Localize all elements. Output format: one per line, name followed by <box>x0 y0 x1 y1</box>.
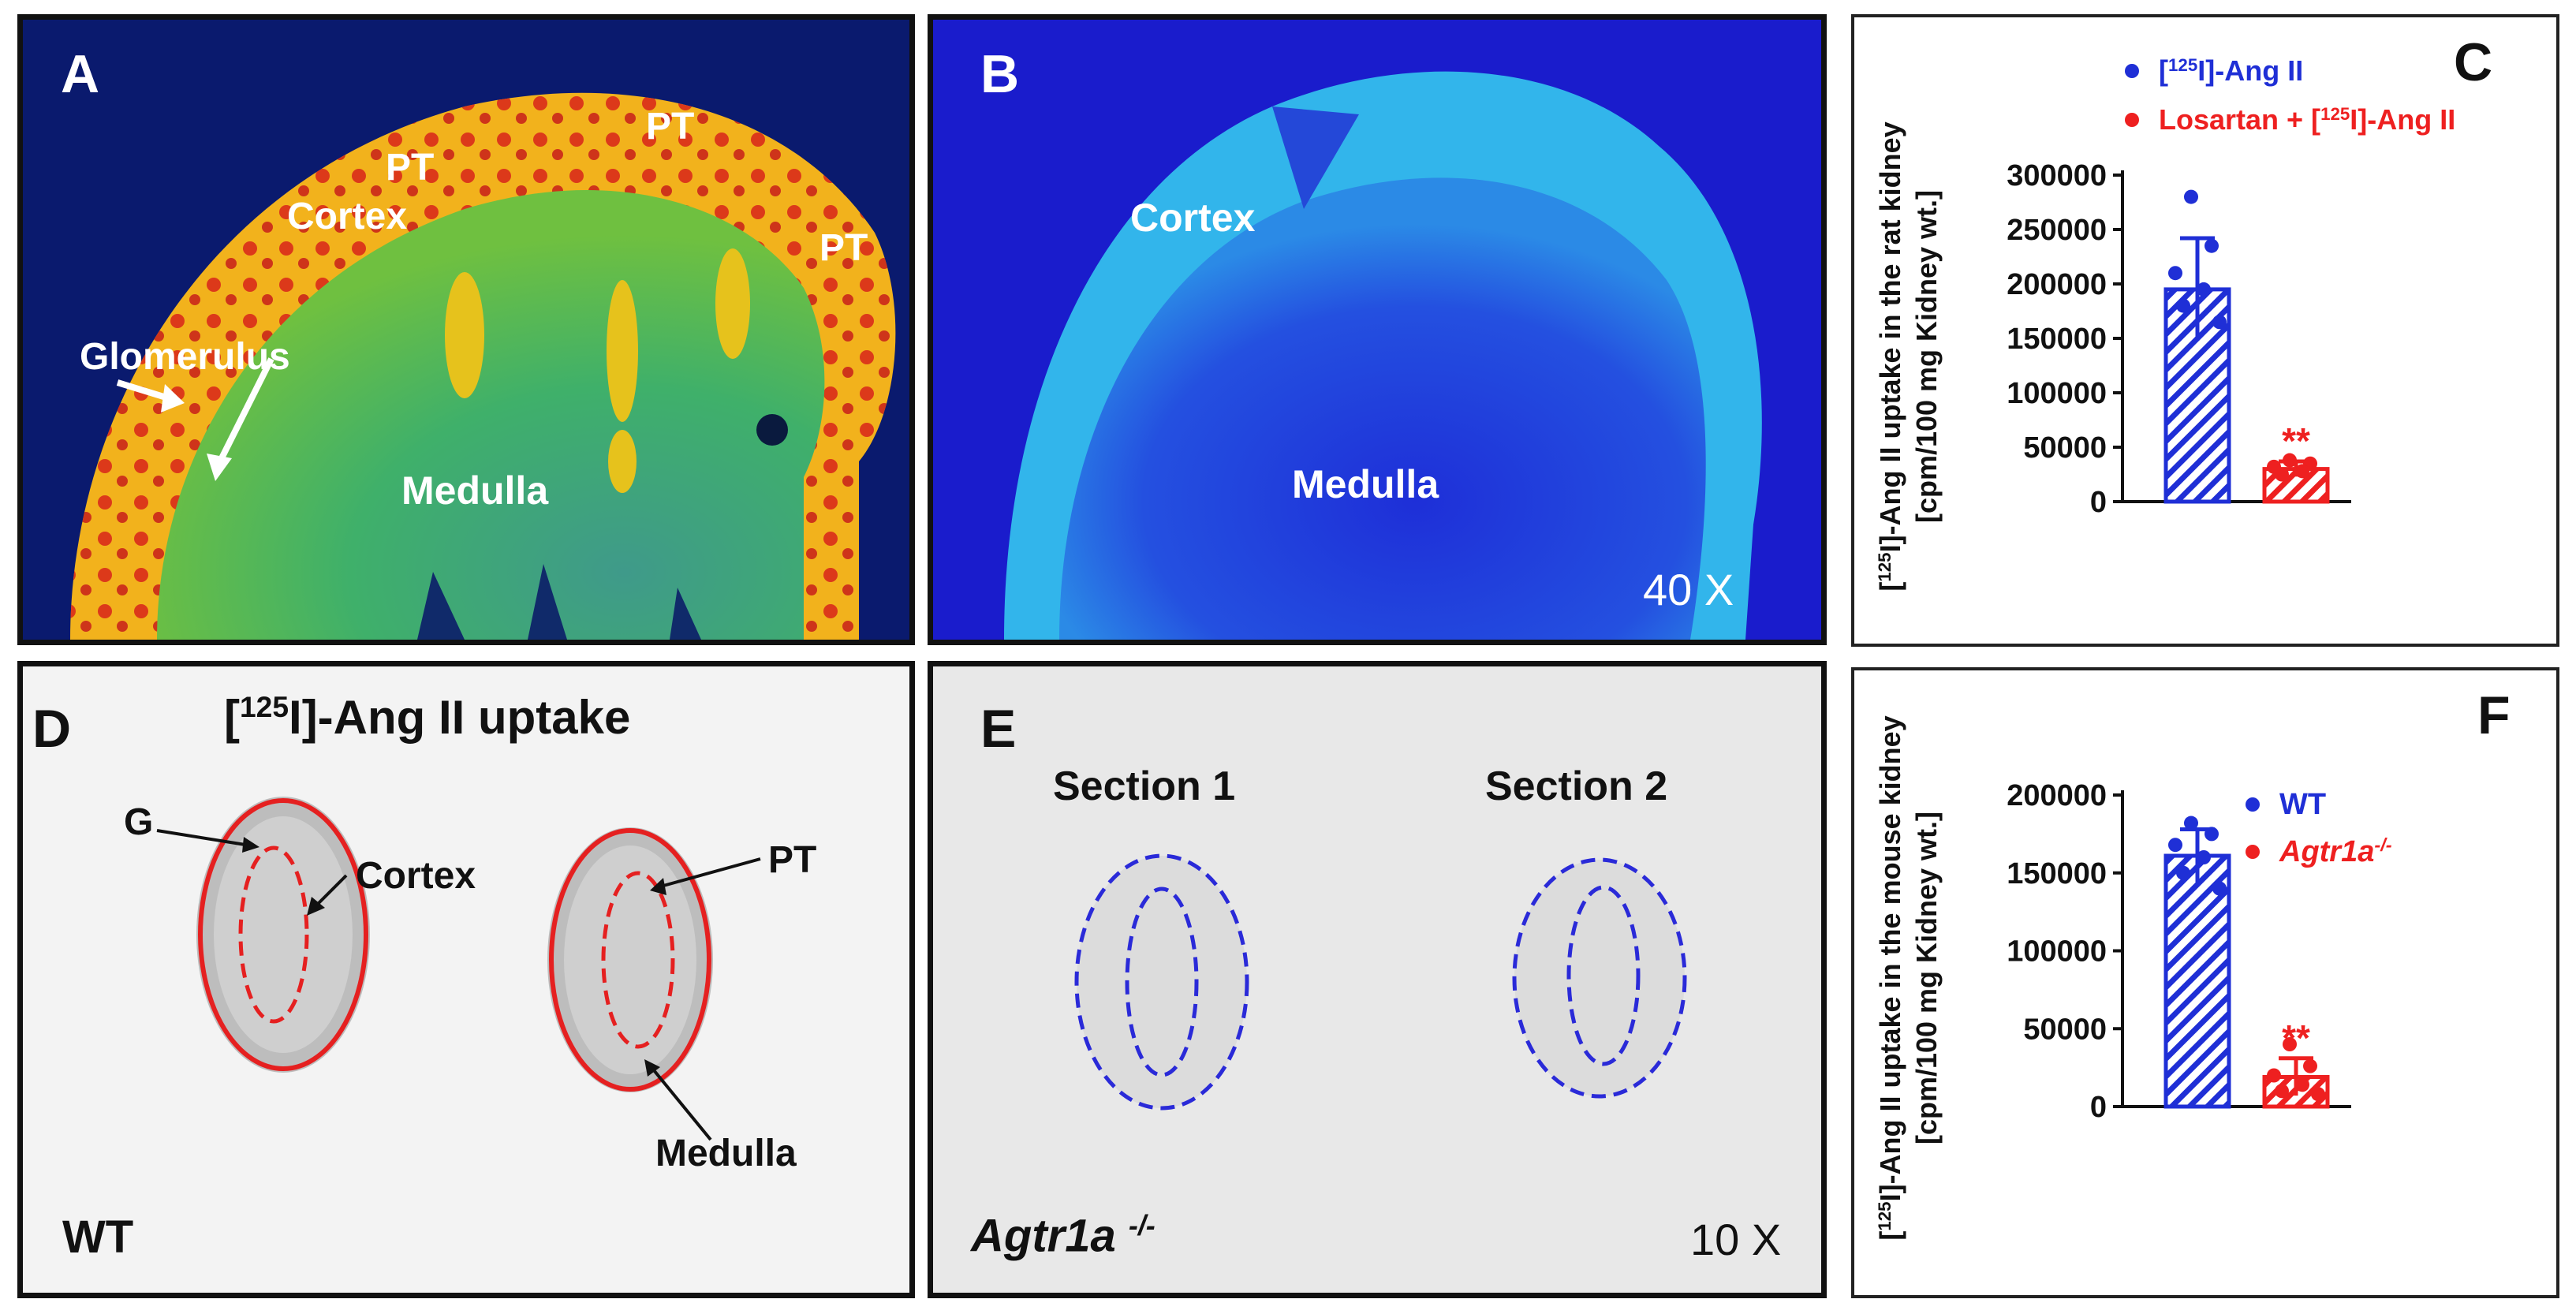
chart-c-ytick-label: 0 <box>2090 486 2107 519</box>
chart-f-ytick-label: 200000 <box>2007 779 2107 812</box>
chart-f-datapoint <box>2295 1077 2309 1092</box>
label-cortex-b: Cortex <box>1130 196 1256 240</box>
chart-f-significance: ** <box>2282 1017 2310 1058</box>
chart-c-datapoint <box>2283 453 2297 468</box>
chart-f-datapoint <box>2212 881 2227 896</box>
label-magnification-e: 10 X <box>1690 1215 1782 1264</box>
chart-c-significance: ** <box>2282 420 2310 461</box>
label-pt-d: PT <box>768 839 817 881</box>
chart-c-legend-marker <box>2125 113 2139 127</box>
chart-f-legend-marker <box>2246 797 2260 812</box>
chart-f-datapoint <box>2168 838 2182 853</box>
chart-c-datapoint <box>2168 266 2182 281</box>
chart-f-ytick-label: 0 <box>2090 1091 2107 1124</box>
chart-f-datapoint <box>2205 827 2219 842</box>
panel-f-chart: F [125I]-Ang II uptake in the mouse kidne… <box>1851 667 2559 1298</box>
label-cortex: Cortex <box>287 196 408 237</box>
chart-f-datapoint <box>2303 1058 2317 1073</box>
label-pt-2: PT <box>646 106 695 147</box>
chart-c-ytick-label: 250000 <box>2007 214 2107 247</box>
chart-c-datapoint <box>2176 298 2190 313</box>
chart-c-ytick-label: 300000 <box>2007 159 2107 192</box>
chart-f-datapoint <box>2184 816 2198 831</box>
label-genotype-agtr1a: Agtr1a -/- <box>971 1209 1155 1262</box>
label-section-1: Section 1 <box>1053 763 1236 809</box>
chart-c-datapoint <box>2205 238 2219 253</box>
chart-c-letter: C <box>2454 32 2492 92</box>
panel-b: B Cortex Medulla 40 X <box>928 14 1827 645</box>
label-magnification-b: 40 X <box>1643 565 1734 614</box>
panel-e-letter: E <box>980 699 1017 759</box>
chart-f-legend-entry: Agtr1a-/- <box>2279 834 2392 868</box>
label-genotype-wt: WT <box>62 1211 134 1263</box>
label-section-2: Section 2 <box>1485 763 1668 809</box>
chart-f-ylabel-line1: [125I]-Ang II uptake in the mouse kidney <box>1874 715 1906 1240</box>
label-pt-1: PT <box>386 147 435 189</box>
panel-b-kidney-image <box>1004 71 1762 640</box>
label-pt-3: PT <box>819 227 868 269</box>
chart-c-datapoint <box>2275 467 2289 482</box>
chart-f-ytick-label: 50000 <box>2023 1013 2107 1046</box>
chart-c-ytick-label: 150000 <box>2007 323 2107 356</box>
panel-a-letter: A <box>61 44 100 104</box>
chart-f-legend-entry: WT <box>2279 788 2326 821</box>
chart-f-datapoint <box>2283 1037 2297 1051</box>
chart-c-svg: C[125I]-Ang II uptake in the rat kidney[… <box>1874 32 2492 592</box>
chart-c-ytick-label: 50000 <box>2023 431 2107 465</box>
chart-c-legend-entry: Losartan + [125I]-Ang II <box>2159 103 2455 136</box>
chart-c-ytick-label: 200000 <box>2007 268 2107 301</box>
chart-c-ylabel-line2: [cpm/100 mg Kidney wt.] <box>1910 190 1943 523</box>
panel-d: D [125I]-Ang II uptake G Cortex PT Medul… <box>17 661 915 1298</box>
chart-f-datapoint <box>2275 1084 2289 1099</box>
label-cortex-d: Cortex <box>356 855 476 897</box>
chart-f-datapoint <box>2176 865 2190 880</box>
panel-b-letter: B <box>980 44 1020 104</box>
label-g: G <box>124 801 154 843</box>
chart-c-legend-marker <box>2125 64 2139 78</box>
chart-f-svg: F [125I]-Ang II uptake in the mouse kidne… <box>1874 685 2511 1241</box>
chart-f-ytick-label: 150000 <box>2007 857 2107 890</box>
panel-c-chart: C [125I]-Ang II uptake in the rat kidney[… <box>1851 14 2559 647</box>
panel-e-kidney-image <box>1074 853 1687 1111</box>
label-medulla: Medulla <box>401 468 549 513</box>
label-glomerulus: Glomerulus <box>80 336 290 378</box>
chart-c-datapoint <box>2212 315 2227 330</box>
panel-e: E Section 1 Section 2 Agtr1a -/- 10 X <box>928 661 1827 1298</box>
chart-c-datapoint <box>2184 189 2198 204</box>
panel-a: A PT PT PT Cortex Glomerulus Medulla <box>17 14 915 645</box>
chart-f-ylabel-line2: [cpm/100 mg Kidney wt.] <box>1910 812 1943 1144</box>
chart-f-ytick-label: 100000 <box>2007 935 2107 969</box>
panel-d-title: [125I]-Ang II uptake <box>224 690 631 744</box>
chart-f-datapoint <box>2267 1068 2281 1083</box>
chart-c-ylabel: [125I]-Ang II uptake in the rat kidney [c… <box>1874 121 1943 591</box>
label-medulla-b: Medulla <box>1292 462 1439 506</box>
panel-d-letter: D <box>32 699 72 759</box>
chart-c-legend-entry: [125I]-Ang II <box>2159 54 2303 87</box>
chart-f-legend-marker <box>2246 845 2260 859</box>
chart-f-datapoint <box>2197 850 2211 864</box>
chart-f-ylabel: [125I]-Ang II uptake in the mouse kidney… <box>1874 715 1943 1240</box>
chart-c-datapoint <box>2197 282 2211 297</box>
label-medulla-d: Medulla <box>655 1133 797 1174</box>
panel-d-kidney-image <box>156 797 761 1141</box>
chart-c-ylabel-line1: [125I]-Ang II uptake in the rat kidney <box>1874 121 1906 591</box>
chart-c-ytick-label: 100000 <box>2007 377 2107 410</box>
chart-f-datapoint <box>2311 1087 2325 1102</box>
chart-c-datapoint <box>2295 464 2309 479</box>
chart-f-letter: F <box>2477 685 2511 745</box>
panel-a-kidney-image <box>70 92 896 640</box>
